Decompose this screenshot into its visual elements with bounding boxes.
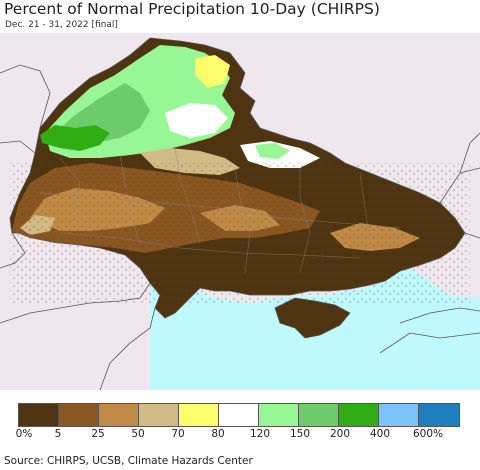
legend-tick-1: 5 <box>54 428 62 440</box>
legend-swatch-5 <box>219 404 259 426</box>
green-northeast <box>255 143 290 159</box>
legend-color-bar <box>18 403 460 427</box>
source-credit: Source: CHIRPS, UCSB, Climate Hazards Ce… <box>4 455 253 467</box>
legend-tick-7: 150 <box>289 428 311 440</box>
legend-swatch-2 <box>99 404 139 426</box>
legend-tick-8: 200 <box>329 428 351 440</box>
legend-tick-9: 400 <box>369 428 391 440</box>
legend-tick-4: 70 <box>171 428 185 440</box>
legend-swatch-1 <box>59 404 99 426</box>
legend-swatch-8 <box>339 404 379 426</box>
map-title: Percent of Normal Precipitation 10-Day (… <box>4 0 380 18</box>
dark-green-northwest <box>40 125 110 151</box>
legend-tick-10: 600% <box>412 428 444 440</box>
legend-swatch-0 <box>19 404 59 426</box>
oblast-borders <box>39 147 401 274</box>
legend-swatch-3 <box>139 404 179 426</box>
legend-tick-2: 25 <box>91 428 105 440</box>
legend-swatch-7 <box>299 404 339 426</box>
white-north <box>165 103 228 138</box>
admin-borders <box>0 37 480 390</box>
texture-overlay <box>10 163 470 303</box>
legend-tick-0: 0% <box>15 428 33 440</box>
legend-tick-6: 120 <box>249 428 271 440</box>
legend-tick-3: 50 <box>131 428 145 440</box>
legend-swatch-4 <box>179 404 219 426</box>
legend-swatch-9 <box>379 404 419 426</box>
legend-swatch-10 <box>419 404 459 426</box>
yellow-north <box>195 55 230 88</box>
crimea <box>275 298 350 338</box>
map-subtitle: Dec. 21 - 31, 2022 [final] <box>5 20 118 30</box>
legend-swatch-6 <box>259 404 299 426</box>
legend-tick-5: 80 <box>211 428 225 440</box>
precipitation-map <box>0 33 480 390</box>
map-canvas <box>0 33 480 390</box>
